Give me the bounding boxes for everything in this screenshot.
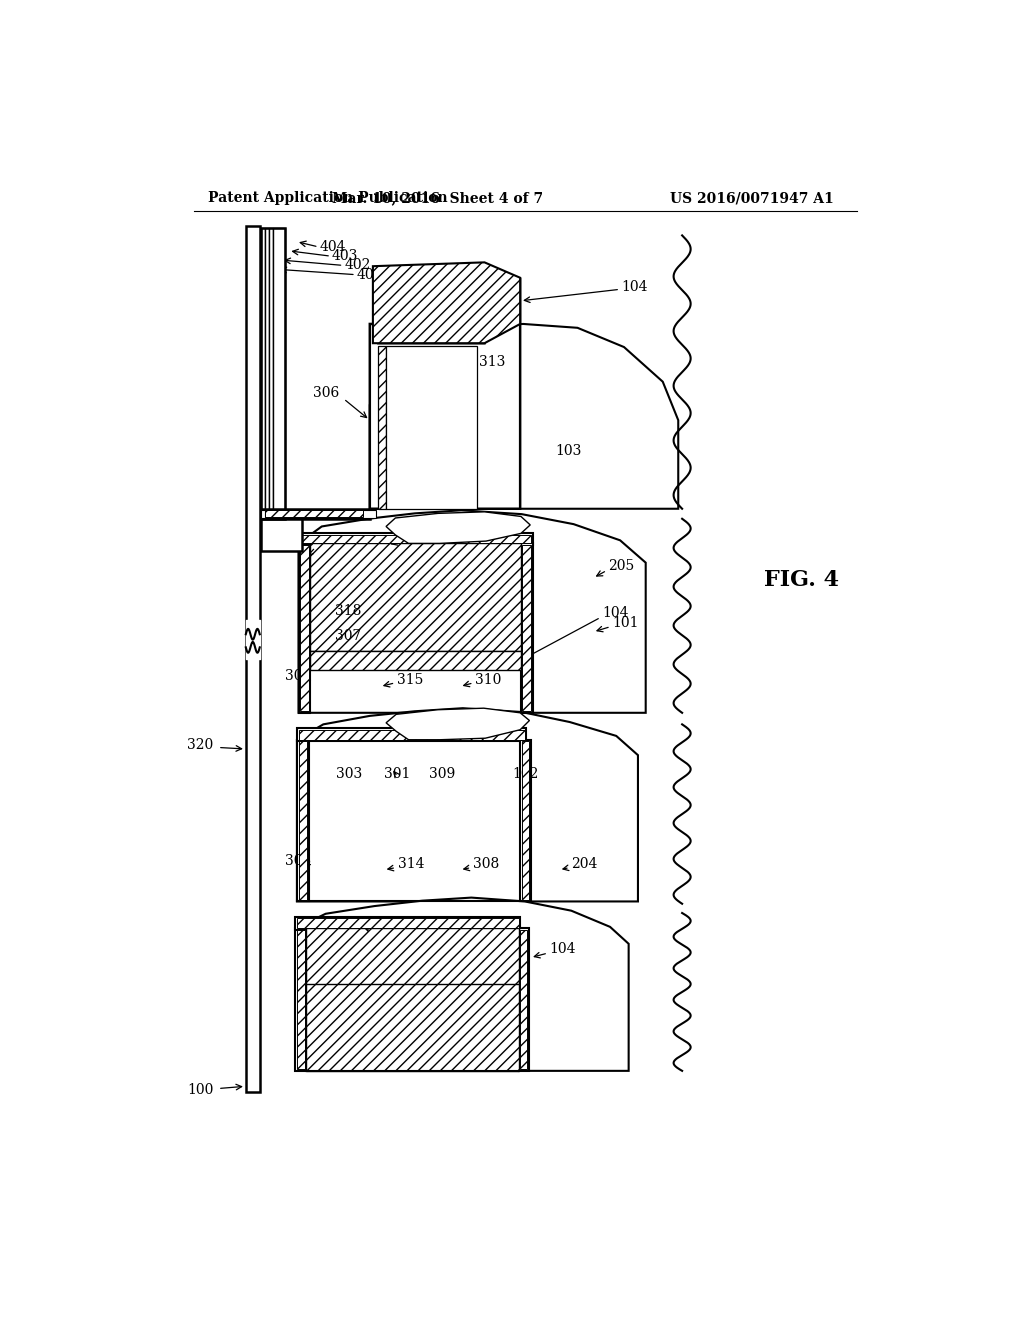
Bar bbox=[520, 929, 527, 1069]
Text: 104: 104 bbox=[622, 280, 648, 294]
Text: 316: 316 bbox=[407, 531, 433, 544]
Text: 403: 403 bbox=[332, 249, 358, 263]
Bar bbox=[295, 917, 520, 929]
Text: 100: 100 bbox=[186, 1084, 213, 1097]
Text: 306: 306 bbox=[312, 387, 339, 400]
Text: 305: 305 bbox=[286, 669, 311, 682]
Bar bbox=[306, 928, 518, 983]
Bar bbox=[299, 544, 310, 713]
Text: 101: 101 bbox=[612, 615, 639, 630]
Bar bbox=[306, 982, 518, 1071]
Bar bbox=[299, 533, 532, 545]
Text: 317: 317 bbox=[407, 367, 433, 381]
Bar bbox=[269, 227, 273, 519]
Bar bbox=[265, 510, 372, 517]
Text: 104: 104 bbox=[550, 942, 577, 956]
Text: 309: 309 bbox=[429, 767, 455, 781]
Polygon shape bbox=[297, 708, 638, 902]
Text: 301: 301 bbox=[384, 767, 411, 781]
Bar bbox=[378, 346, 386, 508]
Text: 401: 401 bbox=[356, 268, 383, 281]
Text: 204: 204 bbox=[571, 858, 598, 871]
Text: 310: 310 bbox=[475, 673, 502, 686]
Text: 315: 315 bbox=[397, 673, 423, 686]
Text: 311: 311 bbox=[477, 527, 503, 541]
Bar bbox=[297, 919, 518, 928]
Bar bbox=[261, 510, 369, 517]
Text: 305: 305 bbox=[286, 854, 311, 867]
Text: 314: 314 bbox=[397, 858, 424, 871]
Bar bbox=[520, 739, 531, 902]
Text: 104: 104 bbox=[602, 606, 629, 619]
Text: 404: 404 bbox=[319, 240, 346, 253]
Bar bbox=[522, 545, 531, 711]
Polygon shape bbox=[370, 323, 678, 508]
Polygon shape bbox=[373, 263, 520, 343]
Text: 306: 306 bbox=[288, 535, 314, 549]
Text: US 2016/0071947 A1: US 2016/0071947 A1 bbox=[670, 191, 834, 206]
Text: 303: 303 bbox=[336, 767, 361, 781]
Text: 320: 320 bbox=[187, 738, 213, 752]
Text: FIG. 4: FIG. 4 bbox=[764, 569, 839, 591]
Bar bbox=[299, 742, 307, 900]
Bar bbox=[310, 651, 521, 671]
Bar bbox=[297, 739, 308, 902]
Polygon shape bbox=[370, 277, 520, 508]
Bar bbox=[297, 729, 526, 742]
Text: 102: 102 bbox=[512, 767, 539, 781]
Text: 312: 312 bbox=[429, 437, 455, 450]
Bar bbox=[265, 511, 362, 517]
Bar bbox=[521, 742, 529, 900]
Polygon shape bbox=[386, 512, 530, 544]
Bar bbox=[518, 928, 528, 1071]
Text: 307: 307 bbox=[356, 916, 382, 931]
Text: 402: 402 bbox=[344, 259, 371, 272]
Bar bbox=[261, 508, 370, 519]
Text: 205: 205 bbox=[608, 560, 635, 573]
Bar bbox=[295, 928, 306, 1071]
Text: Mar. 10, 2016  Sheet 4 of 7: Mar. 10, 2016 Sheet 4 of 7 bbox=[333, 191, 544, 206]
Bar bbox=[386, 346, 477, 508]
Bar bbox=[299, 730, 524, 739]
Polygon shape bbox=[386, 708, 529, 739]
Bar bbox=[269, 510, 376, 517]
Text: 313: 313 bbox=[479, 355, 506, 370]
Bar bbox=[300, 545, 308, 711]
Bar bbox=[297, 929, 305, 1069]
Bar bbox=[521, 544, 532, 713]
Text: 318: 318 bbox=[335, 605, 361, 618]
Bar bbox=[310, 544, 521, 651]
Polygon shape bbox=[295, 898, 629, 1071]
Polygon shape bbox=[299, 511, 646, 713]
Text: 307: 307 bbox=[335, 628, 361, 643]
Text: 103: 103 bbox=[556, 444, 583, 458]
Bar bbox=[265, 227, 269, 519]
Bar bbox=[246, 226, 260, 1093]
Bar bbox=[261, 519, 302, 552]
Text: 308: 308 bbox=[473, 858, 499, 871]
Bar bbox=[261, 227, 285, 519]
Text: Patent Application Publication: Patent Application Publication bbox=[208, 191, 447, 206]
Bar bbox=[273, 227, 285, 519]
Bar bbox=[300, 535, 531, 544]
Bar bbox=[261, 227, 265, 519]
